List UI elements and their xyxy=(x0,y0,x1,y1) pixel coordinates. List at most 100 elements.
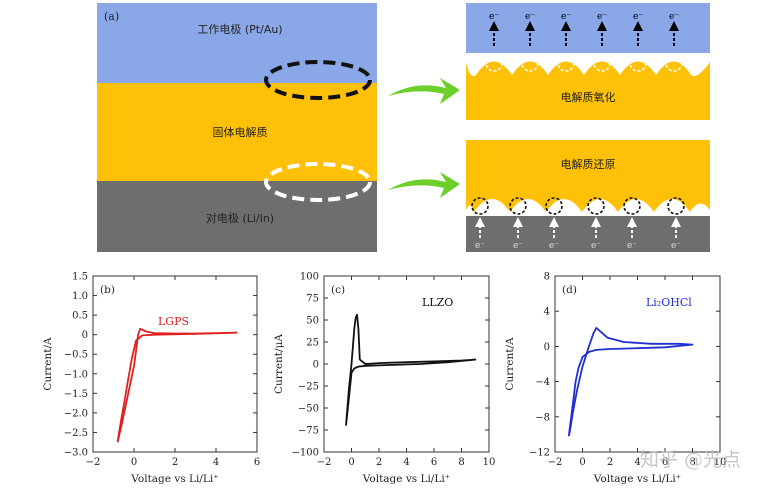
watermark: 知乎 @光点 xyxy=(640,449,741,471)
cv-curve-li2ohcl xyxy=(567,327,694,437)
reduction-site-circle xyxy=(471,197,489,215)
reduction-label: 电解质还原 xyxy=(561,157,616,171)
y-tick-label: −100 xyxy=(292,448,319,459)
cv-curve-llzo xyxy=(345,313,477,426)
y-tick-label: −8 xyxy=(535,412,550,423)
reduction-site-circle xyxy=(509,197,527,215)
oxidation-wavy-interface xyxy=(466,53,710,77)
solid-electrolyte-label: 固体电解质 xyxy=(213,125,268,139)
x-tick-label: 4 xyxy=(403,457,409,468)
y-tick-label: 0.5 xyxy=(72,311,88,322)
oxidation-site-circle xyxy=(629,54,647,72)
electron-label: e⁻ xyxy=(549,241,559,251)
working-electrode-layer xyxy=(97,3,377,83)
zoom-arrow-bottom xyxy=(388,172,460,198)
y-tick-label: 0 xyxy=(313,360,319,371)
panel-a-left: (a) 工作电极 (Pt/Au) 固体电解质 对电极 (Li/In) xyxy=(97,3,377,252)
x-axis-label: Voltage vs Li/Li⁺ xyxy=(593,473,681,485)
y-tick-label: −2.0 xyxy=(64,408,88,419)
y-tick-label: 100 xyxy=(300,272,319,283)
counter-electrode-label: 对电极 (Li/In) xyxy=(206,211,274,225)
y-tick-label: 50 xyxy=(306,316,319,327)
reduction-site-circle xyxy=(545,197,563,215)
panel-tag: (d) xyxy=(562,284,577,296)
electron-label: e⁻ xyxy=(591,241,601,251)
oxidation-site-circle xyxy=(665,54,683,72)
series-label: LLZO xyxy=(422,296,453,309)
y-axis-label: Current/A xyxy=(42,337,54,391)
x-tick-label: 0 xyxy=(579,457,585,468)
y-tick-label: −0.5 xyxy=(64,350,88,361)
reduction-site-circle xyxy=(667,197,685,215)
oxidation-interface-ellipse xyxy=(264,60,372,100)
electron-label: e⁻ xyxy=(597,12,607,22)
x-axis-label: Voltage vs Li/Li⁺ xyxy=(130,473,218,485)
chart-b-lgps: −2 0 2 4 6 1.5 1.0 0.5 0 −0.5 −1.0 −1.5 −2.0 −2.5 −3.0… xyxy=(42,272,260,486)
y-tick-label: 4 xyxy=(544,307,550,318)
electron-label: e⁻ xyxy=(627,241,637,251)
x-tick-label: 6 xyxy=(254,457,260,468)
x-tick-label: 4 xyxy=(213,457,219,468)
oxidation-site-circle xyxy=(593,54,611,72)
y-tick-label: −4 xyxy=(535,377,550,388)
y-axis-label: Current/A xyxy=(504,337,516,391)
x-tick-label: 8 xyxy=(689,457,695,468)
y-tick-label: −25 xyxy=(298,382,319,393)
electron-label: e⁻ xyxy=(633,12,643,22)
x-tick-label: 0 xyxy=(131,457,137,468)
x-axis-label: Voltage vs Li/Li⁺ xyxy=(362,473,450,485)
reduction-site-circle xyxy=(587,197,605,215)
electron-label: e⁻ xyxy=(671,241,681,251)
x-tick-label: 4 xyxy=(634,457,640,468)
working-electrode-label: 工作电极 (Pt/Au) xyxy=(197,22,282,36)
y-tick-label: −75 xyxy=(298,426,319,437)
x-tick-label: 10 xyxy=(714,457,727,468)
electron-label: e⁻ xyxy=(489,12,499,22)
y-tick-label: 1.5 xyxy=(72,272,88,283)
x-tick-label: −2 xyxy=(86,457,101,468)
electron-label: e⁻ xyxy=(513,241,523,251)
y-tick-label: 25 xyxy=(306,338,319,349)
chart-c-llzo: −2 0 2 4 6 8 10 100 75 50 25 0 −25 −50 −75 −100 Voltage … xyxy=(273,272,495,486)
y-tick-label: −3.0 xyxy=(64,448,88,459)
x-tick-label: −2 xyxy=(317,457,332,468)
y-tick-label: −2.5 xyxy=(64,428,88,439)
counter-electrode-layer xyxy=(97,181,377,252)
y-tick-label: 75 xyxy=(306,294,319,305)
electron-label: e⁻ xyxy=(669,12,679,22)
series-label: LGPS xyxy=(158,315,189,328)
chart-d-li2ohcl: −2 0 2 4 6 8 10 8 4 0 −4 −8 −12 Voltage vs Li/Li⁺ Curr… xyxy=(504,272,726,486)
x-tick-label: 10 xyxy=(483,457,496,468)
panel-tag: (b) xyxy=(100,284,115,296)
reduction-interface-ellipse xyxy=(264,162,372,202)
x-tick-label: 8 xyxy=(458,457,464,468)
series-label: Li₂OHCl xyxy=(646,296,692,309)
reduction-wavy-interface xyxy=(466,199,710,216)
y-tick-label: −1.5 xyxy=(64,389,88,400)
y-tick-label: 1.0 xyxy=(72,291,88,302)
y-tick-label: 8 xyxy=(544,272,550,283)
oxidation-site-circle xyxy=(485,54,503,72)
reduction-electrode xyxy=(466,216,710,252)
y-tick-label: −12 xyxy=(529,448,550,459)
electron-label: e⁻ xyxy=(475,241,485,251)
zoom-arrow-top xyxy=(388,78,460,104)
reduction-site-circle xyxy=(623,197,641,215)
x-tick-label: 2 xyxy=(607,457,613,468)
cv-curve-lgps xyxy=(116,327,238,443)
oxidation-site-circle xyxy=(521,54,539,72)
electron-label: e⁻ xyxy=(525,12,535,22)
panel-tag: (c) xyxy=(331,284,345,296)
x-tick-label: 6 xyxy=(431,457,437,468)
x-tick-label: 2 xyxy=(376,457,382,468)
electron-label: e⁻ xyxy=(561,12,571,22)
y-tick-label: 0 xyxy=(544,342,550,353)
oxidation-zoom: e⁻ e⁻ e⁻ e⁻ e⁻ e⁻ 电解质氧化 xyxy=(466,3,710,120)
y-tick-label: −50 xyxy=(298,404,319,415)
x-tick-label: −2 xyxy=(548,457,563,468)
x-tick-label: 6 xyxy=(662,457,668,468)
oxidation-site-circle xyxy=(557,54,575,72)
y-tick-label: 0 xyxy=(82,330,88,341)
reduction-zoom: e⁻ e⁻ e⁻ e⁻ e⁻ e⁻ 电解质还原 xyxy=(466,140,710,252)
